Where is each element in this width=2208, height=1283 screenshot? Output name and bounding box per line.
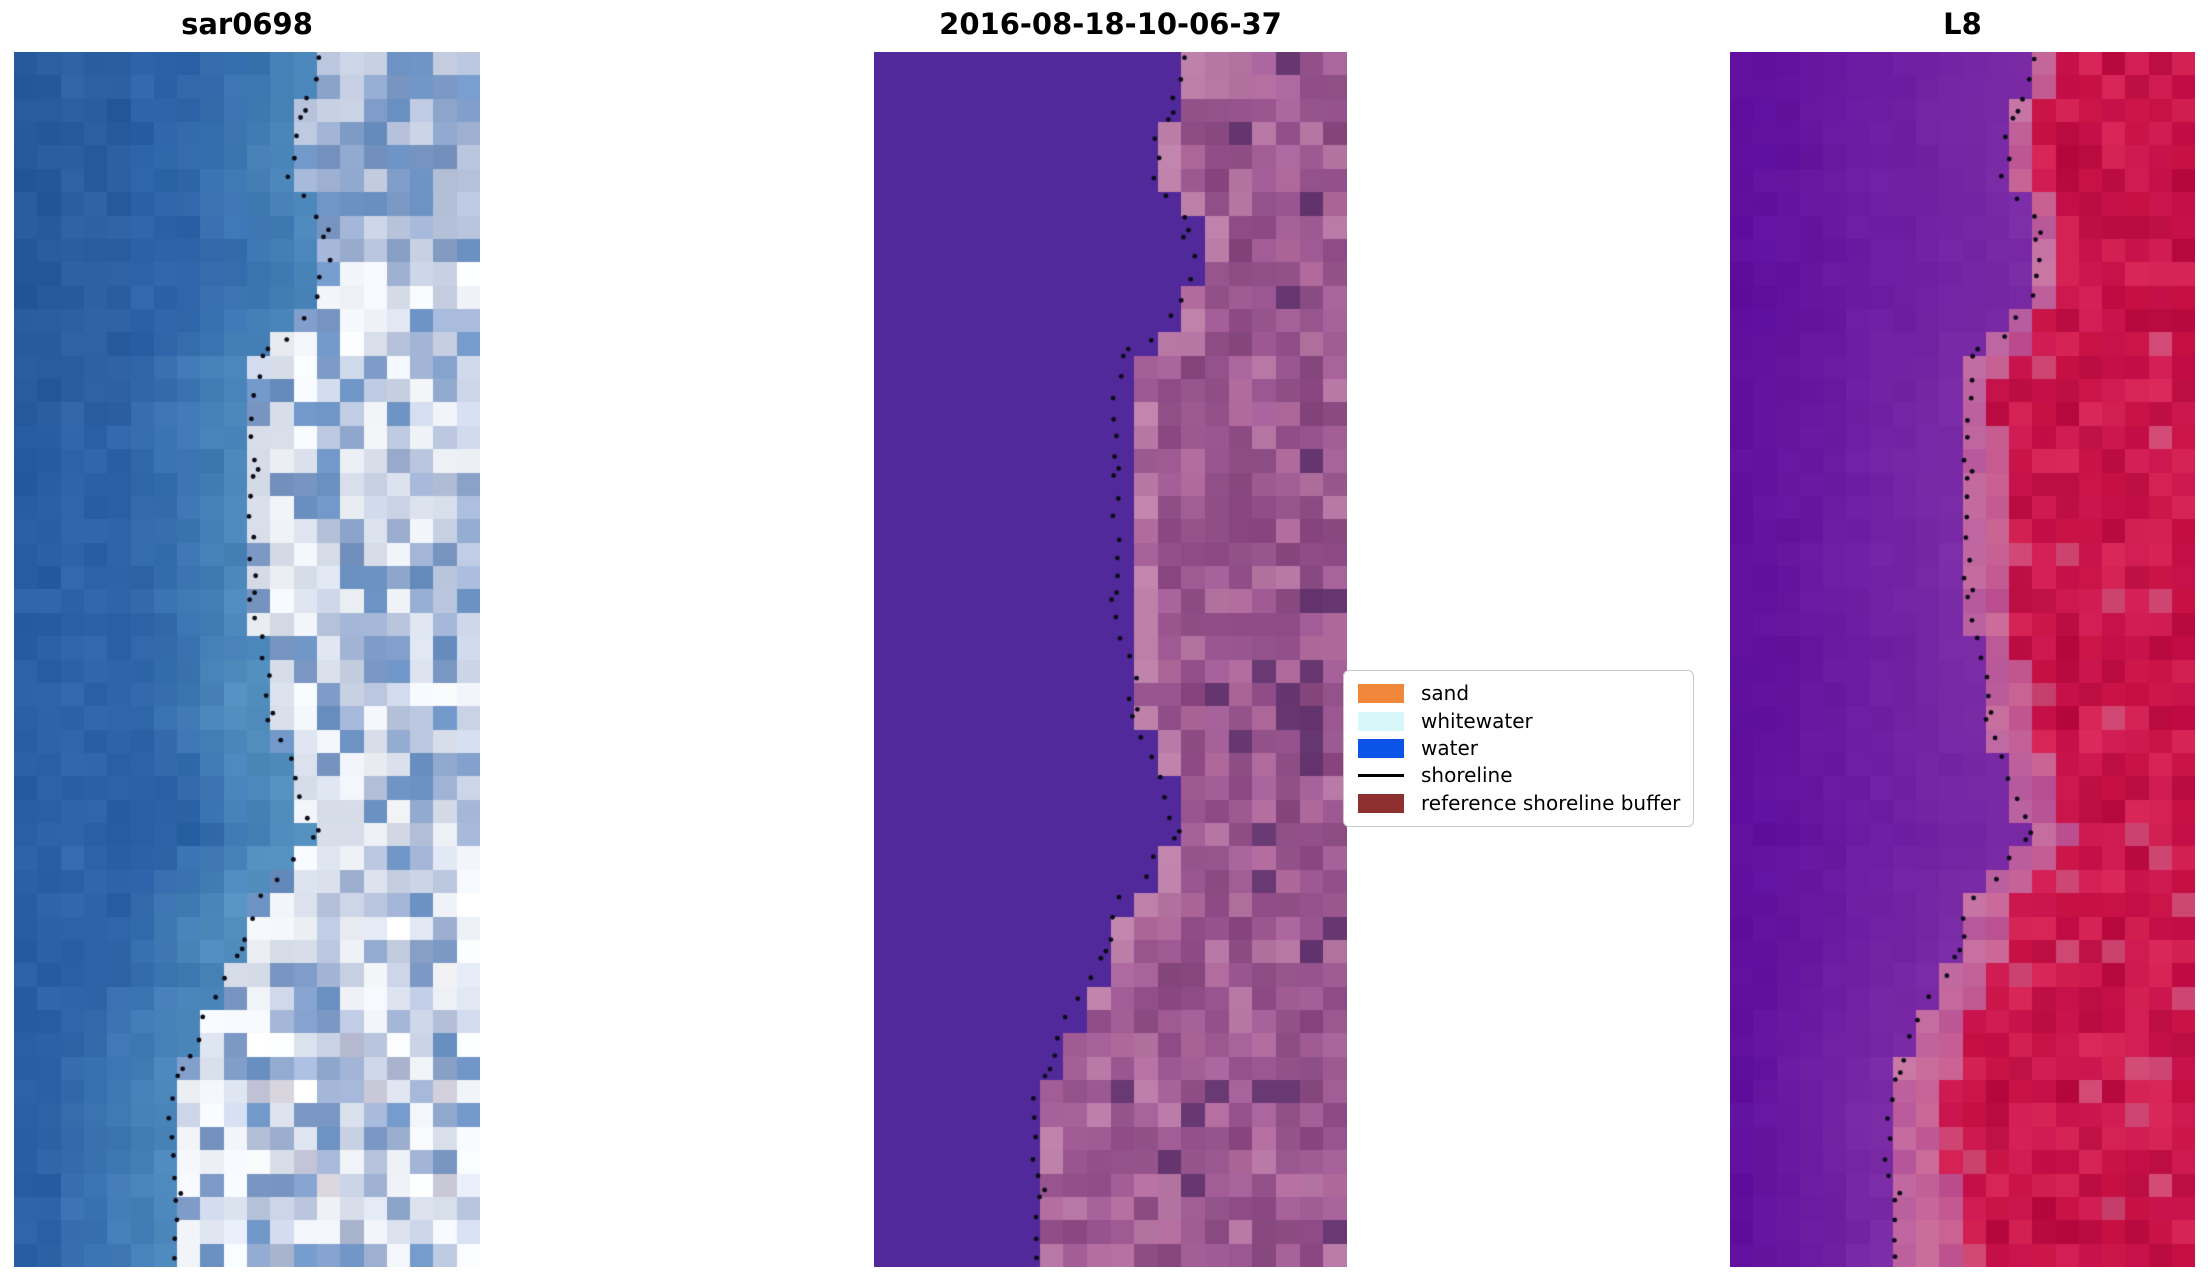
sar-image-canvas (14, 52, 480, 1267)
panel-title-date: 2016-08-18-10-06-37 (939, 7, 1282, 41)
legend-label: water (1421, 735, 1478, 760)
water-swatch (1358, 738, 1404, 758)
classified-image-canvas (874, 52, 1347, 1267)
whitewater-swatch (1358, 711, 1404, 731)
legend-label: shoreline (1421, 763, 1513, 788)
panel-title-l8: L8 (1943, 7, 1982, 41)
legend-label: sand (1421, 681, 1470, 706)
legend-label: reference shoreline buffer (1421, 790, 1681, 815)
legend-item-shoreline: shoreline (1358, 762, 1679, 789)
shoreline-line-swatch (1358, 774, 1404, 778)
l8-image-canvas (1730, 52, 2195, 1267)
legend: sand whitewater water shoreline referenc… (1343, 670, 1694, 827)
l8-image-panel (1730, 52, 2195, 1267)
reference-buffer-swatch (1358, 793, 1404, 813)
classified-image-panel (874, 52, 1347, 1267)
legend-item-reference-buffer: reference shoreline buffer (1358, 790, 1681, 817)
legend-label: whitewater (1421, 708, 1533, 733)
sand-swatch (1358, 684, 1404, 704)
legend-item-whitewater: whitewater (1358, 708, 1679, 735)
sar-image-panel (14, 52, 480, 1267)
legend-item-water: water (1358, 735, 1679, 762)
panel-title-sar: sar0698 (181, 7, 313, 41)
legend-item-sand: sand (1358, 680, 1679, 707)
